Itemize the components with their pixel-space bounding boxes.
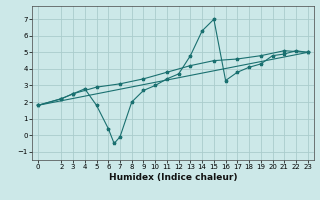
X-axis label: Humidex (Indice chaleur): Humidex (Indice chaleur) xyxy=(108,173,237,182)
